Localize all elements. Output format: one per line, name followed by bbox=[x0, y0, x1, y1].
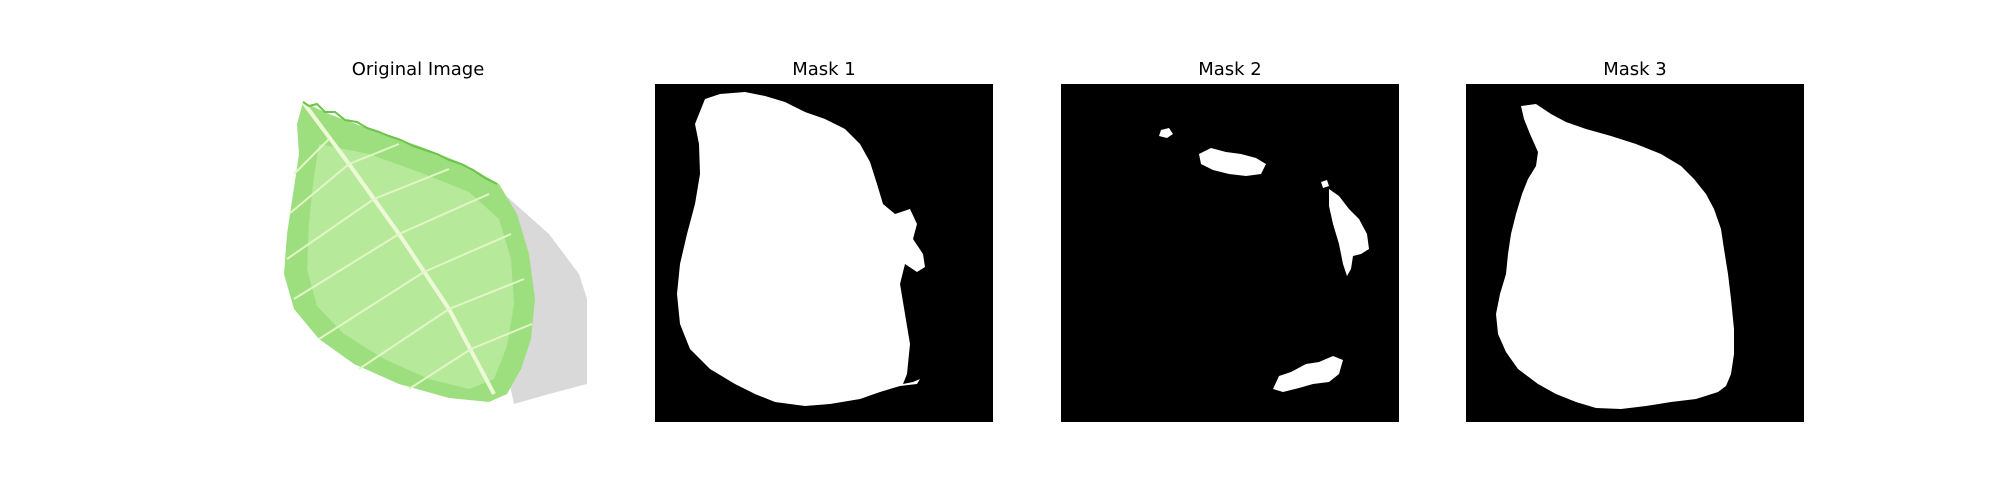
mask-2-panel bbox=[1061, 84, 1399, 422]
panel-title-original-image: Original Image bbox=[351, 59, 485, 80]
mask-1-panel bbox=[655, 84, 993, 422]
original-image-panel bbox=[249, 84, 587, 422]
mask-3-panel bbox=[1466, 84, 1804, 422]
leaf-image bbox=[249, 84, 587, 422]
mask-3-image bbox=[1466, 84, 1804, 422]
panel-title-mask-2: Mask 2 bbox=[1198, 59, 1262, 80]
panel-title-mask-3: Mask 3 bbox=[1603, 59, 1667, 80]
mask-2-image bbox=[1061, 84, 1399, 422]
panel-title-mask-1: Mask 1 bbox=[792, 59, 856, 80]
mask-1-image bbox=[655, 84, 993, 422]
